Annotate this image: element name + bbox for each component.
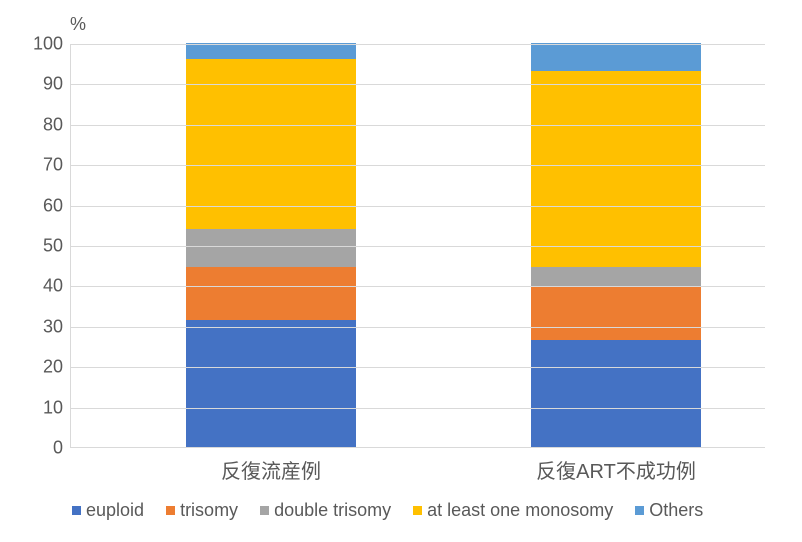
gridline [71,44,765,45]
y-tick-label: 10 [43,397,63,418]
bar-segment-trisomy [186,267,356,320]
gridline [71,286,765,287]
y-tick-label: 0 [53,438,63,459]
legend-label: trisomy [180,500,238,521]
legend-swatch [166,506,175,515]
legend-label: Others [649,500,703,521]
y-tick-label: 40 [43,276,63,297]
legend-swatch [72,506,81,515]
bar-segment-at_least_one_monosomy [531,71,701,267]
bar-segment-double_trisomy [531,267,701,287]
bar-segment-double_trisomy [186,229,356,267]
y-tick-label: 50 [43,236,63,257]
gridline [71,246,765,247]
legend-swatch [260,506,269,515]
y-tick-label: 70 [43,155,63,176]
x-axis-label: 反復ART不成功例 [536,455,696,484]
gridline [71,165,765,166]
bar-segment-trisomy [531,287,701,340]
y-tick-label: 80 [43,114,63,135]
legend-item-trisomy: trisomy [166,500,238,521]
y-tick-label: 20 [43,357,63,378]
bar [531,43,701,447]
bar-segment-others [186,43,356,59]
y-tick-label: 100 [33,34,63,55]
y-tick-label: 60 [43,195,63,216]
legend-item-at_least_one_monosomy: at least one monosomy [413,500,613,521]
gridline [71,206,765,207]
x-axis-label: 反復流産例 [221,455,321,484]
legend-swatch [413,506,422,515]
gridline [71,408,765,409]
legend-label: double trisomy [274,500,391,521]
y-axis-unit: % [70,14,86,35]
stacked-bar-chart: % 0102030405060708090100反復流産例反復ART不成功例 e… [0,0,802,542]
legend-item-euploid: euploid [72,500,144,521]
y-tick-label: 90 [43,74,63,95]
gridline [71,84,765,85]
bar-segment-euploid [186,320,356,447]
gridline [71,327,765,328]
plot-area: 0102030405060708090100反復流産例反復ART不成功例 [70,44,765,448]
gridline [71,125,765,126]
legend-swatch [635,506,644,515]
bar-segment-others [531,43,701,71]
legend: euploid trisomy double trisomy at least one… [72,500,703,521]
y-tick-label: 30 [43,316,63,337]
bar [186,43,356,447]
legend-item-double_trisomy: double trisomy [260,500,391,521]
bar-segment-euploid [531,340,701,447]
legend-label: euploid [86,500,144,521]
legend-label: at least one monosomy [427,500,613,521]
gridline [71,367,765,368]
legend-item-others: Others [635,500,703,521]
